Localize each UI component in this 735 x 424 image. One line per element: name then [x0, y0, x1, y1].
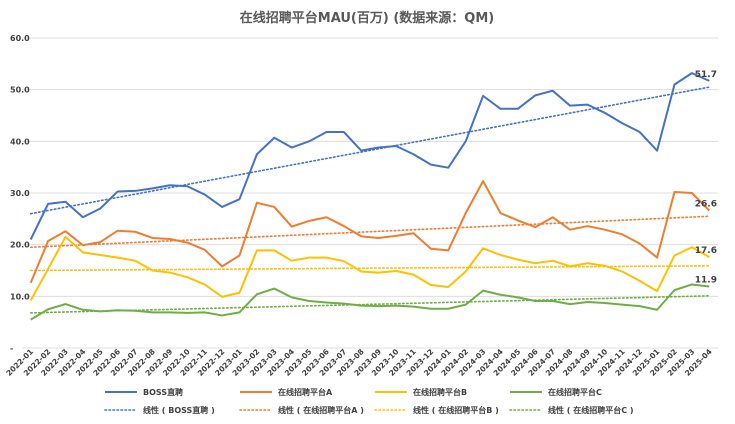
- y-axis-ticks: - 10.0 20.0 30.0 40.0 50.0 60.0: [10, 34, 30, 353]
- series-line: [29, 235, 710, 301]
- legend-label: 在线招聘平台B: [413, 387, 467, 397]
- legend: BOSS直聘 在线招聘平台A 在线招聘平台B 在线招聘平台C 线性 ( BOSS直聘 )…: [104, 387, 634, 415]
- trendline: [29, 295, 711, 314]
- trendline: [29, 215, 711, 249]
- chart-title: 在线招聘平台MAU(百万) (数据来源：QM): [240, 10, 494, 26]
- legend-label: 线性 ( BOSS直聘 ): [143, 405, 215, 415]
- series-line: [30, 283, 710, 321]
- series-lines: [29, 72, 711, 321]
- end-labels: 51.7 26.6 17.6 11.9: [695, 70, 717, 286]
- legend-label: 在线招聘平台C: [548, 387, 602, 397]
- y-tick-label: 10.0: [10, 292, 30, 301]
- y-tick-label: 40.0: [10, 137, 30, 146]
- legend-label: 线性 ( 在线招聘平台A ): [278, 405, 364, 415]
- end-data-label: 26.6: [695, 200, 717, 210]
- trendline: [29, 265, 711, 272]
- legend-label: 线性 ( 在线招聘平台C ): [548, 405, 634, 415]
- legend-label: 在线招聘平台A: [278, 387, 333, 397]
- y-tick-label: 60.0: [10, 34, 30, 43]
- y-tick-label: -: [10, 344, 13, 353]
- end-data-label: 17.6: [695, 246, 717, 256]
- y-tick-label: 50.0: [10, 86, 30, 95]
- legend-label: 线性 ( 在线招聘平台B ): [413, 405, 499, 415]
- y-tick-label: 30.0: [10, 189, 30, 198]
- y-tick-label: 20.0: [10, 241, 30, 250]
- series-line: [29, 180, 711, 284]
- series-line: [29, 72, 710, 240]
- legend-label: BOSS直聘: [143, 387, 183, 397]
- end-data-label: 51.7: [695, 70, 717, 80]
- end-data-label: 11.9: [695, 276, 717, 286]
